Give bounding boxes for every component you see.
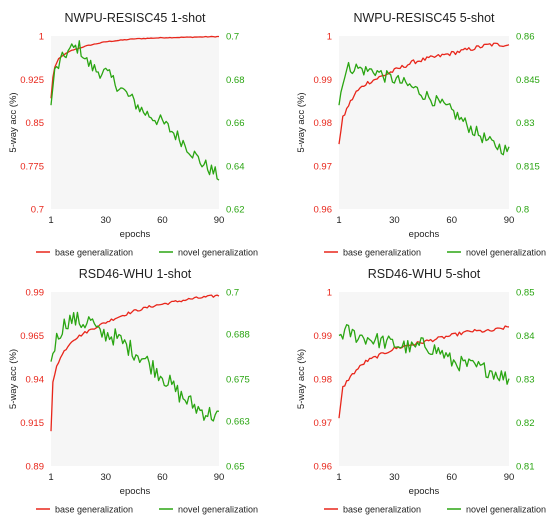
left-y-tick-label: 0.775: [20, 161, 44, 172]
chart-title: RSD46-WHU 5-shot: [368, 267, 481, 281]
left-y-tick-label: 0.99: [26, 288, 45, 299]
legend-label-base: base generalization: [55, 248, 133, 258]
legend-label-base: base generalization: [343, 505, 421, 515]
y-axis-label: 5-way acc (%): [296, 349, 307, 409]
right-y-tick-label: 0.7: [226, 32, 239, 43]
series-line-base: [50, 35, 220, 99]
right-y-tick-label: 0.7: [226, 288, 239, 299]
series-line-novel: [338, 324, 510, 385]
right-y-tick-label: 0.65: [226, 462, 245, 473]
series-line-base: [50, 294, 220, 432]
x-tick-label: 90: [214, 215, 225, 226]
left-y-tick-label: 1: [39, 32, 44, 43]
plot-area: [339, 292, 509, 466]
x-axis-label: epochs: [409, 486, 440, 497]
left-y-tick-label: 0.89: [26, 462, 45, 473]
series-line-novel: [50, 40, 220, 181]
chart-panel-4: RSD46-WHU 5-shot 1 30 60 90 epochs 0.96 0.97 0.9…: [296, 267, 546, 515]
series-line-novel: [50, 311, 220, 422]
x-tick-label: 90: [504, 472, 515, 483]
left-y-tick-label: 0.98: [314, 118, 333, 129]
right-y-tick-label: 0.675: [226, 375, 250, 386]
right-y-tick-label: 0.688: [226, 329, 250, 340]
left-y-tick-label: 0.98: [314, 375, 333, 386]
left-y-tick-label: 1: [327, 32, 332, 43]
x-tick-label: 60: [157, 215, 168, 226]
legend-label-base: base generalization: [55, 505, 133, 515]
y-axis-label: 5-way acc (%): [8, 92, 19, 152]
right-y-tick-label: 0.86: [516, 32, 535, 43]
right-y-tick-label: 0.83: [516, 375, 535, 386]
left-y-tick-label: 0.97: [314, 418, 333, 429]
chart-title: NWPU-RESISC45 1-shot: [64, 11, 206, 25]
x-tick-label: 30: [389, 472, 400, 483]
left-y-tick-label: 0.96: [314, 462, 333, 473]
chart-panel-3: RSD46-WHU 1-shot 1 30 60 90 epochs 0.89 0.915 0.…: [8, 267, 258, 515]
left-y-tick-label: 1: [327, 288, 332, 299]
right-y-tick-label: 0.845: [516, 75, 540, 86]
x-tick-label: 90: [504, 215, 515, 226]
left-y-tick-label: 0.85: [26, 118, 45, 129]
plot-area: [339, 36, 509, 209]
x-tick-label: 60: [446, 472, 457, 483]
legend-label-novel: novel generalization: [178, 248, 258, 258]
x-axis-label: epochs: [120, 486, 151, 497]
right-y-tick-label: 0.81: [516, 462, 535, 473]
right-y-tick-label: 0.68: [226, 75, 245, 86]
x-tick-label: 30: [100, 472, 111, 483]
right-y-tick-label: 0.8: [516, 205, 529, 216]
right-y-tick-label: 0.64: [226, 161, 245, 172]
chart-title: NWPU-RESISC45 5-shot: [353, 11, 495, 25]
series-line-base: [338, 42, 510, 145]
chart-panel-1: NWPU-RESISC45 1-shot 1 30 60 90 epochs 0.7 0.77…: [8, 11, 258, 258]
x-tick-label: 1: [336, 215, 341, 226]
x-tick-label: 1: [48, 472, 53, 483]
x-tick-label: 1: [336, 472, 341, 483]
left-y-tick-label: 0.915: [20, 418, 44, 429]
legend-label-novel: novel generalization: [466, 248, 546, 258]
chart-title: RSD46-WHU 1-shot: [79, 267, 192, 281]
left-y-tick-label: 0.925: [20, 75, 44, 86]
x-tick-label: 60: [446, 215, 457, 226]
legend-label-base: base generalization: [343, 248, 421, 258]
plot-area: [51, 36, 219, 209]
legend-label-novel: novel generalization: [178, 505, 258, 515]
left-y-tick-label: 0.97: [314, 161, 333, 172]
x-tick-label: 30: [100, 215, 111, 226]
right-y-tick-label: 0.62: [226, 205, 245, 216]
left-y-tick-label: 0.965: [20, 331, 44, 342]
legend-label-novel: novel generalization: [466, 505, 546, 515]
right-y-tick-label: 0.82: [516, 418, 535, 429]
x-axis-label: epochs: [409, 229, 440, 240]
right-y-tick-label: 0.83: [516, 118, 535, 129]
y-axis-label: 5-way acc (%): [8, 349, 19, 409]
left-y-tick-label: 0.99: [314, 331, 333, 342]
left-y-tick-label: 0.96: [314, 205, 333, 216]
series-line-novel: [338, 61, 510, 156]
chart-panel-2: NWPU-RESISC45 5-shot 1 30 60 90 epochs 0.96 0.9…: [296, 11, 546, 258]
x-tick-label: 30: [389, 215, 400, 226]
x-tick-label: 90: [214, 472, 225, 483]
left-y-tick-label: 0.7: [31, 205, 44, 216]
right-y-tick-label: 0.85: [516, 288, 535, 299]
y-axis-label: 5-way acc (%): [296, 92, 307, 152]
right-y-tick-label: 0.66: [226, 118, 245, 129]
left-y-tick-label: 0.94: [26, 375, 45, 386]
x-tick-label: 60: [157, 472, 168, 483]
right-y-tick-label: 0.663: [226, 416, 250, 427]
right-y-tick-label: 0.815: [516, 161, 540, 172]
right-y-tick-label: 0.84: [516, 331, 535, 342]
x-axis-label: epochs: [120, 229, 151, 240]
left-y-tick-label: 0.99: [314, 75, 333, 86]
x-tick-label: 1: [48, 215, 53, 226]
